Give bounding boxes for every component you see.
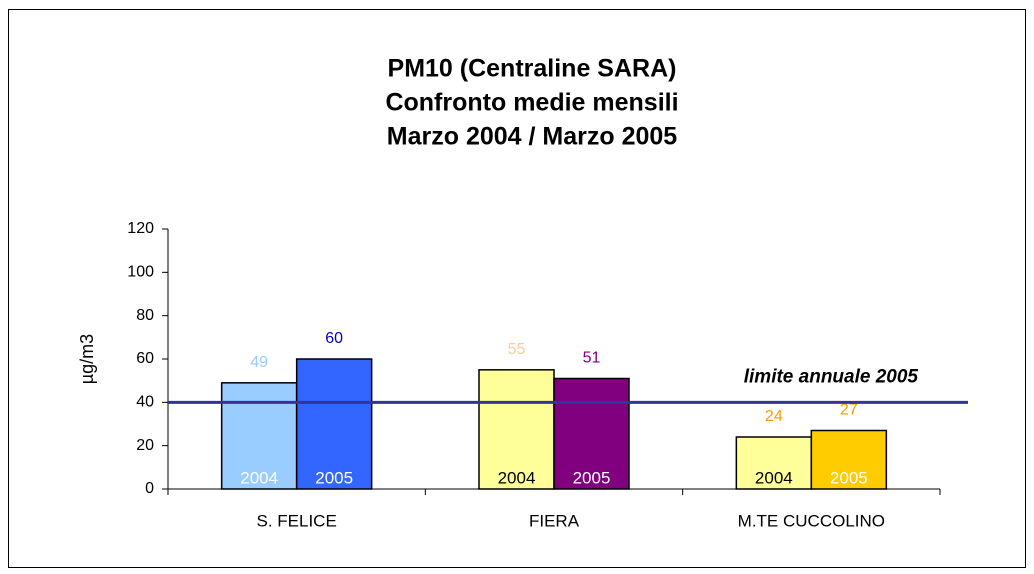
- bar: [295, 358, 373, 490]
- series-label: 2004: [498, 468, 536, 487]
- series-label: 2004: [755, 468, 793, 487]
- chart-title: Marzo 2004 / Marzo 2005: [387, 123, 678, 151]
- data-label: 51: [583, 350, 601, 367]
- y-tick-label: 0: [145, 480, 154, 497]
- chart-title: PM10 (Centraline SARA): [388, 55, 677, 83]
- data-label: 27: [840, 402, 858, 419]
- y-axis-title: µg/m3: [77, 334, 97, 384]
- data-label: 24: [765, 408, 783, 425]
- bar: [553, 377, 630, 490]
- y-tick-label: 120: [127, 220, 154, 237]
- series-label: 2005: [830, 468, 868, 487]
- series-label: 2005: [573, 468, 611, 487]
- x-tick-label: M.TE CUCCOLINO: [738, 511, 885, 530]
- series-label: 2005: [315, 468, 353, 487]
- x-tick-label: FIERA: [529, 511, 580, 530]
- bar: [220, 382, 298, 490]
- y-tick-label: 80: [136, 307, 154, 324]
- bar: [735, 436, 813, 490]
- data-label: 55: [508, 341, 526, 358]
- y-tick-label: 100: [127, 264, 154, 281]
- chart-title: Confronto medie mensili: [385, 89, 678, 117]
- data-label: 60: [325, 330, 343, 347]
- x-tick-label: S. FELICE: [257, 511, 337, 530]
- bar: [810, 429, 888, 490]
- y-tick-label: 60: [136, 350, 154, 367]
- bar: [478, 369, 555, 490]
- reference-label: limite annuale 2005: [744, 366, 919, 387]
- y-tick-label: 20: [136, 437, 154, 454]
- data-label: 49: [250, 354, 268, 371]
- series-label: 2004: [240, 468, 278, 487]
- y-tick-label: 40: [136, 394, 154, 411]
